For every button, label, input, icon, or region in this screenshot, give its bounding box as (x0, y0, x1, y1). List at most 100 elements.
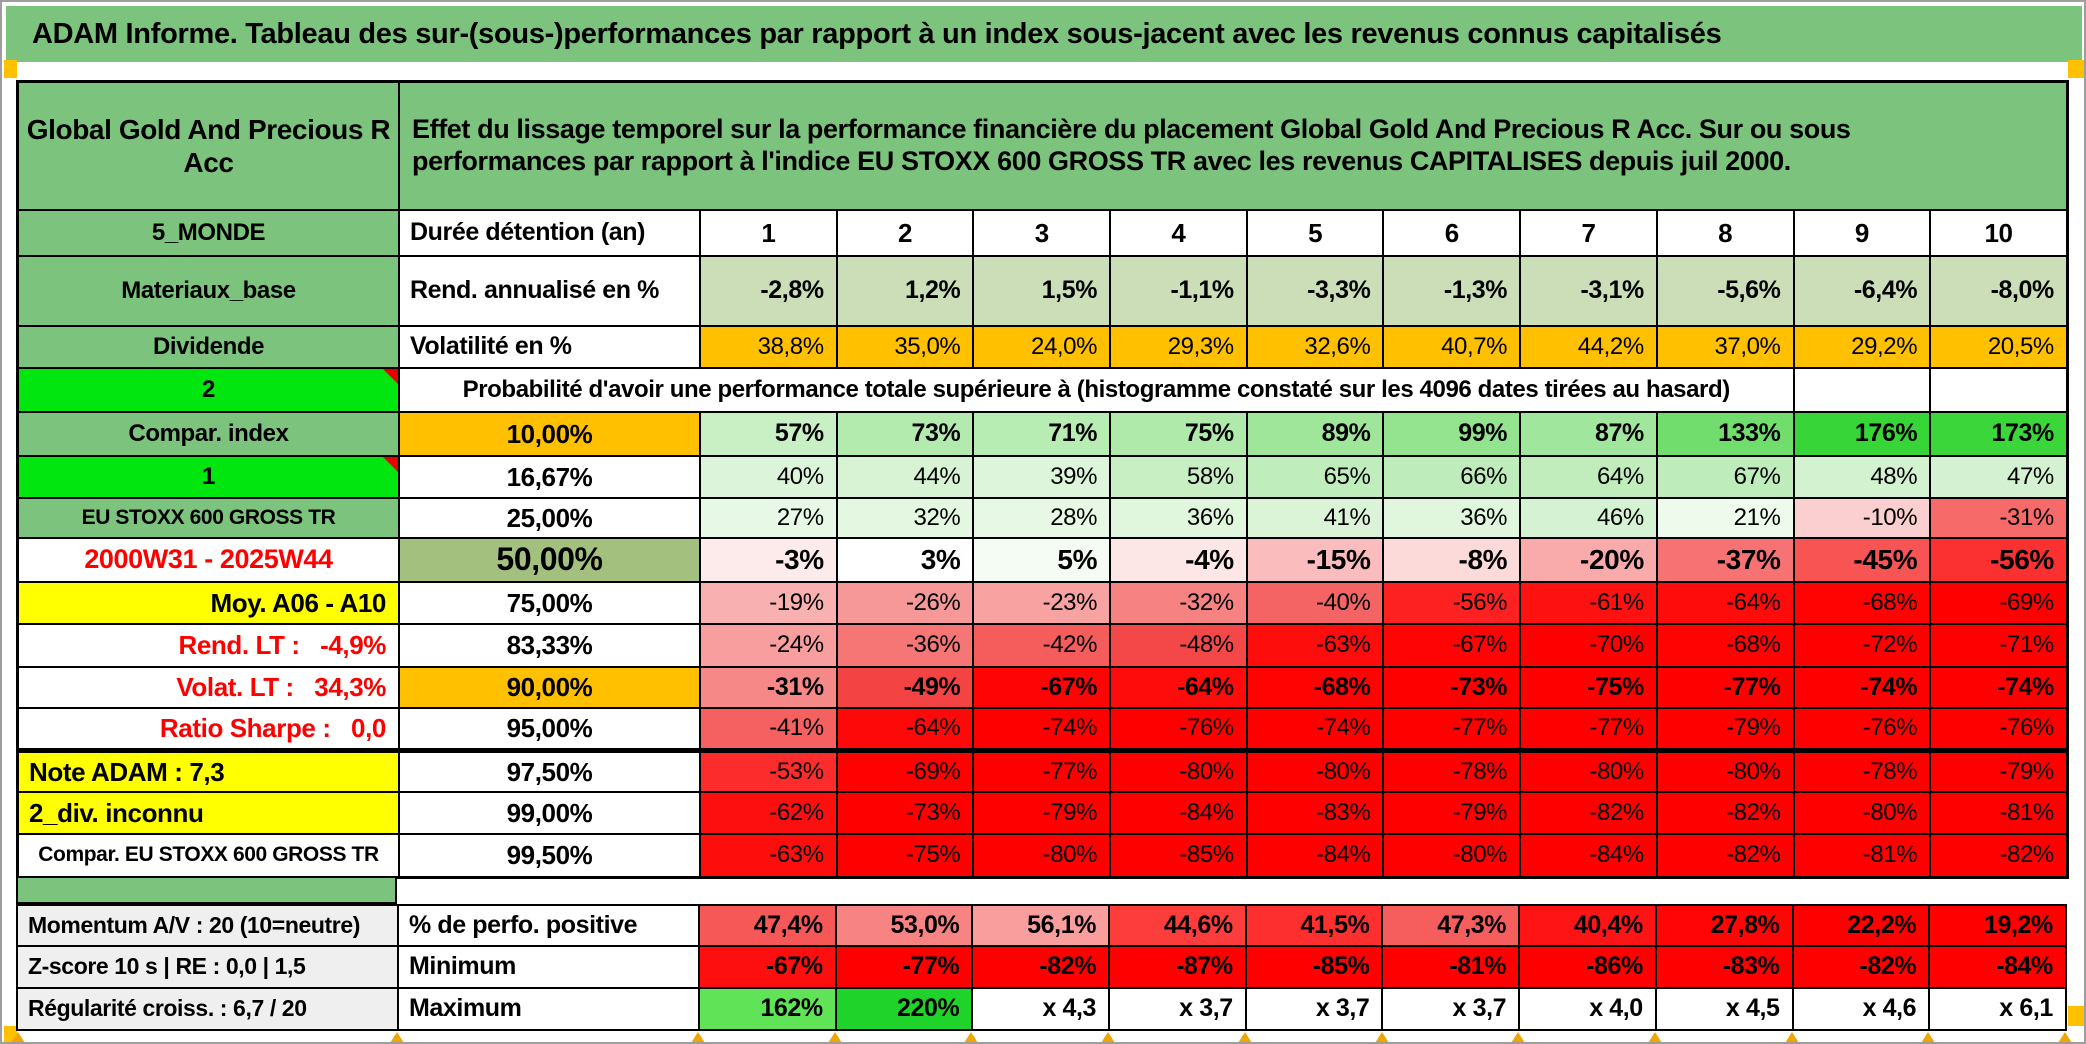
table-cell[interactable]: -79% (974, 793, 1110, 833)
table-cell[interactable]: 29,2% (1794, 327, 1930, 367)
table-cell[interactable]: -61% (1521, 583, 1656, 623)
table-cell[interactable]: 162% (700, 989, 835, 1029)
table-cell[interactable]: -64% (1111, 668, 1246, 707)
table-cell[interactable]: 10 (1931, 211, 2066, 255)
table-cell[interactable]: 4 (1111, 211, 1246, 255)
table-cell[interactable]: -82% (1931, 835, 2066, 876)
table-cell[interactable]: -74% (974, 709, 1110, 748)
table-cell[interactable]: -80% (1384, 835, 1520, 876)
table-cell[interactable]: -56% (1931, 539, 2066, 581)
table-cell[interactable]: 32,6% (1247, 327, 1383, 367)
row-header[interactable]: Rend. LT : -4,9% (19, 625, 398, 666)
table-cell[interactable]: 44,6% (1110, 906, 1245, 945)
table-cell[interactable]: -26% (837, 583, 973, 623)
table-cell[interactable]: -77% (974, 750, 1110, 791)
table-cell[interactable]: 65% (1247, 457, 1383, 497)
table-cell[interactable]: -80% (1247, 750, 1383, 791)
table-cell[interactable]: 1,5% (974, 257, 1110, 325)
table-cell[interactable]: 67% (1657, 457, 1793, 497)
table-cell[interactable]: -67% (974, 668, 1110, 707)
table-cell[interactable]: -80% (1111, 750, 1246, 791)
row-label[interactable]: 50,00% (400, 539, 699, 581)
table-cell[interactable]: 44,2% (1521, 327, 1656, 367)
table-cell[interactable]: 47,4% (700, 906, 835, 945)
table-cell[interactable]: -82% (1521, 793, 1656, 833)
table-cell[interactable]: -64% (837, 709, 973, 748)
table-cell[interactable]: 173% (1931, 413, 2066, 455)
row-header[interactable]: Ratio Sharpe : 0,0 (19, 709, 398, 748)
row-label[interactable]: 97,50% (400, 750, 699, 791)
row-header[interactable]: Dividende (19, 327, 398, 367)
table-cell[interactable]: 47% (1931, 457, 2066, 497)
table-cell[interactable]: 73% (837, 413, 973, 455)
table-cell[interactable]: 27% (701, 499, 836, 537)
table-cell[interactable]: 3 (974, 211, 1110, 255)
row-header[interactable]: 2_div. inconnu (19, 793, 398, 833)
table-cell[interactable]: -62% (701, 793, 836, 833)
table-cell[interactable]: -70% (1521, 625, 1656, 666)
table-cell[interactable]: -79% (1931, 750, 2066, 791)
table-cell[interactable]: -23% (974, 583, 1110, 623)
table-cell[interactable]: x 4,0 (1520, 989, 1655, 1029)
table-cell[interactable]: -85% (1246, 947, 1382, 987)
table-cell[interactable]: -73% (1384, 668, 1520, 707)
table-cell[interactable]: -78% (1794, 750, 1930, 791)
table-cell[interactable]: 87% (1521, 413, 1656, 455)
table-cell[interactable]: -40% (1247, 583, 1383, 623)
table-cell[interactable]: 22,2% (1793, 906, 1929, 945)
table-cell[interactable]: 40% (701, 457, 836, 497)
table-cell[interactable]: 2 (837, 211, 973, 255)
table-cell[interactable]: -87% (1110, 947, 1245, 987)
table-cell[interactable]: -67% (1384, 625, 1520, 666)
table-cell[interactable]: -32% (1111, 583, 1246, 623)
table-cell[interactable]: -63% (1247, 625, 1383, 666)
row-label[interactable]: Volatilité en % (400, 327, 699, 367)
table-cell[interactable]: 41,5% (1246, 906, 1382, 945)
table-cell[interactable]: 6 (1384, 211, 1520, 255)
table-cell[interactable]: -69% (1931, 583, 2066, 623)
row-label[interactable]: 75,00% (400, 583, 699, 623)
table-cell[interactable]: 5% (974, 539, 1110, 581)
table-cell[interactable]: -6,4% (1794, 257, 1930, 325)
table-cell[interactable]: x 4,6 (1793, 989, 1929, 1029)
separator-cell[interactable] (16, 876, 397, 904)
table-cell[interactable]: 58% (1111, 457, 1246, 497)
table-cell[interactable] (1794, 369, 1930, 411)
table-cell[interactable]: -74% (1247, 709, 1383, 748)
table-cell[interactable]: -64% (1657, 583, 1793, 623)
row-label[interactable]: Durée détention (an) (400, 211, 699, 255)
table-cell[interactable]: 1 (701, 211, 836, 255)
row-label[interactable]: 16,67% (400, 457, 699, 497)
table-cell[interactable]: x 4,5 (1656, 989, 1792, 1029)
table-cell[interactable]: -84% (1111, 793, 1246, 833)
table-cell[interactable]: -81% (1794, 835, 1930, 876)
row-header[interactable]: 1 (19, 457, 398, 497)
row-header[interactable]: Note ADAM : 7,3 (19, 750, 398, 791)
table-cell[interactable]: 32% (837, 499, 973, 537)
table-cell[interactable]: -5,6% (1657, 257, 1793, 325)
table-cell[interactable]: -24% (701, 625, 836, 666)
table-cell[interactable]: -80% (1794, 793, 1930, 833)
table-cell[interactable]: 1,2% (837, 257, 973, 325)
table-cell[interactable]: 57% (701, 413, 836, 455)
table-cell[interactable]: -85% (1111, 835, 1246, 876)
description-cell[interactable]: Effet du lissage temporel sur la perform… (400, 83, 2066, 209)
table-cell[interactable]: -74% (1794, 668, 1930, 707)
table-cell[interactable]: -76% (1111, 709, 1246, 748)
row-header[interactable]: 2 (19, 369, 398, 411)
row-header[interactable]: Volat. LT : 34,3% (19, 668, 398, 707)
table-cell[interactable]: -49% (837, 668, 973, 707)
table-cell[interactable]: -41% (701, 709, 836, 748)
row-label[interactable]: 90,00% (400, 668, 699, 707)
row-header[interactable]: Compar. EU STOXX 600 GROSS TR (19, 835, 398, 876)
table-cell[interactable]: -3,1% (1521, 257, 1656, 325)
table-cell[interactable]: 20,5% (1931, 327, 2066, 367)
table-cell[interactable]: -83% (1247, 793, 1383, 833)
table-cell[interactable]: -82% (973, 947, 1109, 987)
table-cell[interactable]: 21% (1657, 499, 1793, 537)
table-cell[interactable]: x 3,7 (1246, 989, 1382, 1029)
table-cell[interactable]: 133% (1657, 413, 1793, 455)
table-cell[interactable]: 75% (1111, 413, 1246, 455)
table-cell[interactable]: 47,3% (1383, 906, 1519, 945)
table-cell[interactable]: -68% (1657, 625, 1793, 666)
